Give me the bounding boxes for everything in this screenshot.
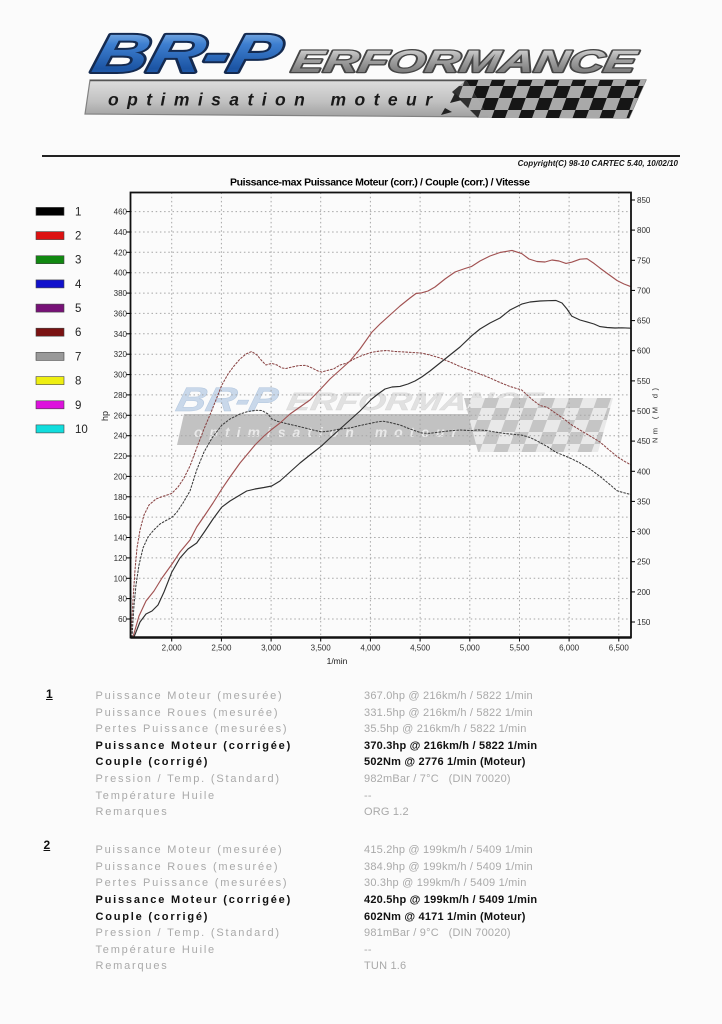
- svg-text:380: 380: [114, 289, 128, 298]
- svg-text:7: 7: [75, 351, 81, 363]
- svg-text:100: 100: [114, 574, 128, 583]
- svg-text:5,500: 5,500: [509, 644, 530, 653]
- svg-text:Nm (M d): Nm (M d): [651, 388, 660, 444]
- svg-text:800: 800: [637, 226, 651, 235]
- svg-text:4: 4: [75, 279, 82, 291]
- svg-text:300: 300: [114, 371, 128, 380]
- svg-text:2: 2: [75, 231, 81, 243]
- svg-text:600: 600: [637, 347, 651, 356]
- svg-text:60: 60: [118, 615, 127, 624]
- svg-text:220: 220: [114, 452, 128, 461]
- svg-text:3,000: 3,000: [261, 644, 282, 653]
- svg-text:120: 120: [114, 554, 128, 563]
- svg-text:360: 360: [114, 309, 128, 318]
- svg-text:10: 10: [75, 424, 88, 436]
- svg-text:850: 850: [637, 196, 651, 205]
- svg-text:400: 400: [114, 269, 128, 278]
- svg-text:300: 300: [637, 528, 651, 537]
- svg-text:420: 420: [114, 248, 128, 257]
- svg-text:1: 1: [75, 206, 81, 218]
- svg-text:5: 5: [75, 303, 81, 315]
- svg-text:2,000: 2,000: [162, 644, 183, 653]
- svg-text:320: 320: [114, 350, 128, 359]
- svg-text:340: 340: [114, 330, 128, 339]
- svg-text:140: 140: [114, 534, 128, 543]
- svg-text:440: 440: [114, 228, 128, 237]
- svg-text:5,000: 5,000: [460, 644, 481, 653]
- svg-text:Puissance-max Puissance Moteur: Puissance-max Puissance Moteur (corr.) /…: [230, 177, 530, 189]
- svg-text:BR-P: BR-P: [173, 381, 283, 418]
- svg-text:2,500: 2,500: [211, 644, 232, 653]
- svg-text:200: 200: [637, 588, 651, 597]
- svg-text:4,000: 4,000: [360, 644, 381, 653]
- svg-text:ERFORMANCE: ERFORMANCE: [289, 44, 641, 79]
- svg-text:3,500: 3,500: [311, 644, 332, 653]
- svg-text:460: 460: [114, 208, 128, 217]
- svg-text:250: 250: [637, 558, 651, 567]
- svg-text:650: 650: [637, 317, 651, 326]
- svg-text:optimisation moteur: optimisation moteur: [108, 90, 438, 110]
- svg-text:240: 240: [114, 432, 128, 441]
- svg-text:180: 180: [114, 493, 128, 502]
- svg-text:150: 150: [637, 618, 651, 627]
- svg-text:400: 400: [637, 467, 651, 476]
- svg-text:200: 200: [114, 472, 128, 481]
- svg-text:260: 260: [114, 411, 128, 420]
- svg-text:hp: hp: [100, 411, 110, 421]
- svg-text:4,500: 4,500: [410, 644, 431, 653]
- svg-text:6: 6: [75, 327, 81, 339]
- svg-text:6,000: 6,000: [559, 644, 580, 653]
- svg-text:6,500: 6,500: [609, 644, 630, 653]
- svg-text:160: 160: [114, 513, 128, 522]
- svg-text:ERFORMANCE: ERFORMANCE: [289, 44, 641, 79]
- svg-text:450: 450: [637, 437, 651, 446]
- svg-text:500: 500: [637, 407, 651, 416]
- svg-text:BR-P: BR-P: [87, 23, 289, 84]
- svg-text:350: 350: [637, 497, 651, 506]
- svg-text:80: 80: [118, 595, 127, 604]
- svg-text:700: 700: [637, 286, 651, 295]
- svg-text:280: 280: [114, 391, 128, 400]
- svg-text:BR-P: BR-P: [87, 23, 289, 84]
- svg-text:1/min: 1/min: [327, 656, 348, 666]
- svg-text:550: 550: [637, 377, 651, 386]
- svg-text:8: 8: [75, 376, 81, 388]
- svg-text:3: 3: [75, 255, 81, 267]
- svg-text:750: 750: [637, 256, 651, 265]
- svg-text:9: 9: [75, 400, 81, 412]
